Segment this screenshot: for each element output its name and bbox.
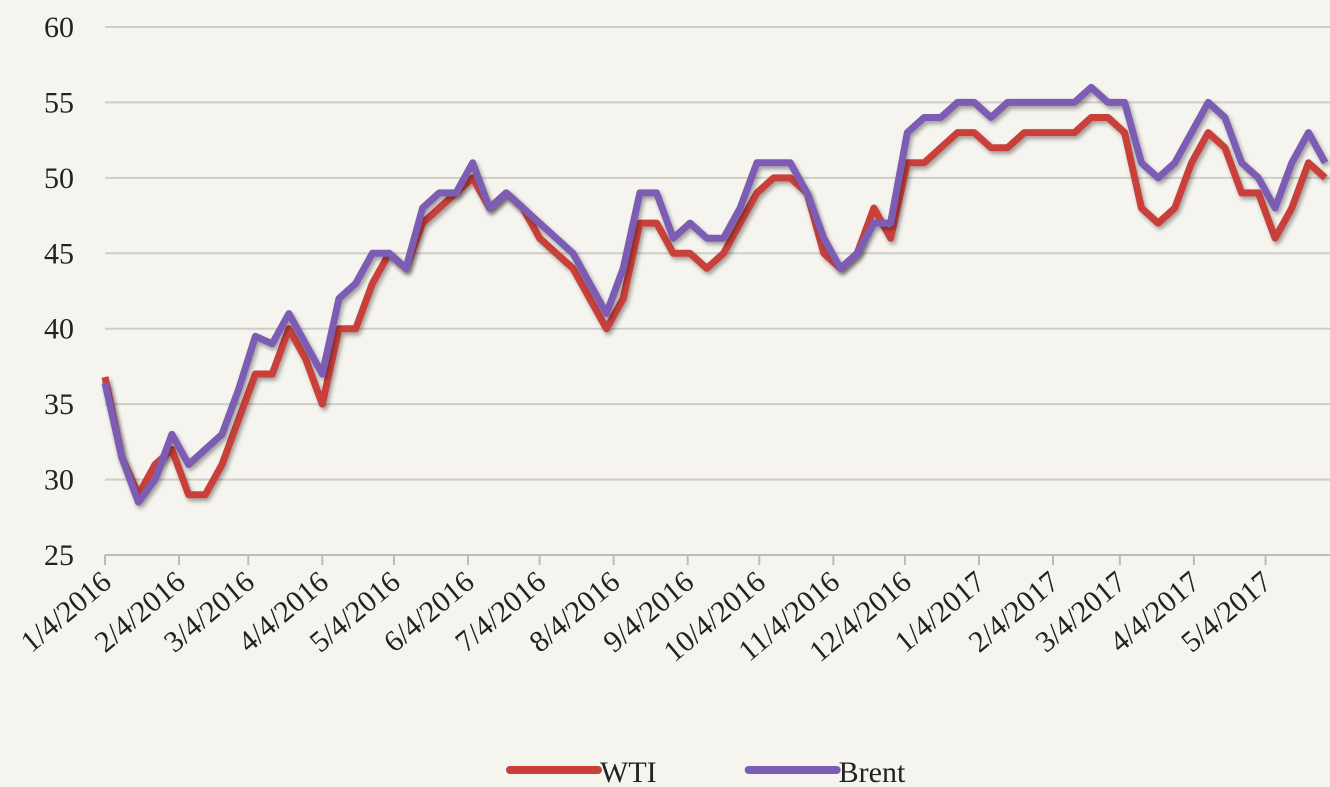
y-tick-label: 25 [44,539,74,572]
series-line [101,83,1329,506]
y-tick-label: 60 [44,11,74,44]
y-tick-label: 55 [44,86,74,119]
y-tick-label: 40 [44,313,74,346]
series-line [101,114,1328,499]
y-tick-label: 50 [44,162,74,195]
y-tick-label: 30 [44,464,74,497]
legend-label: Brent [839,756,906,787]
legend-label: WTI [600,756,657,787]
y-tick-label: 45 [44,237,74,270]
y-tick-label: 35 [44,388,74,421]
